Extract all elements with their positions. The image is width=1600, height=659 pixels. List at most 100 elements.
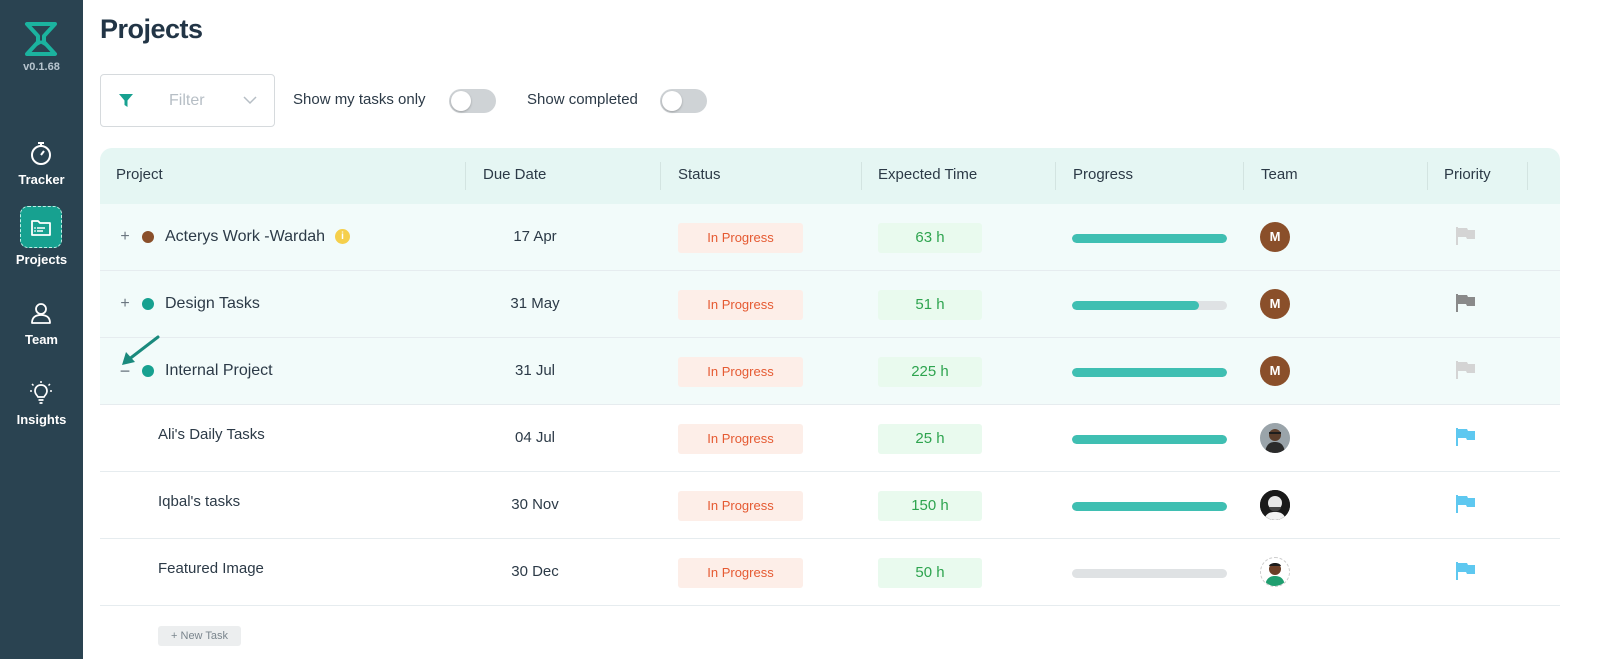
column-header-priority[interactable]: Priority: [1444, 166, 1491, 183]
stopwatch-icon: [20, 132, 62, 174]
filter-dropdown[interactable]: Filter: [100, 74, 275, 127]
toggle-knob: [451, 91, 471, 111]
task-name[interactable]: Iqbal's tasks: [158, 493, 241, 510]
priority-flag-icon[interactable]: [1455, 226, 1477, 246]
app-logo: [25, 22, 57, 56]
progress-bar-fill: [1072, 234, 1227, 243]
due-date[interactable]: 04 Jul: [514, 429, 556, 446]
nav-item-team[interactable]: Team: [0, 292, 83, 362]
nav-label-insights: Insights: [16, 412, 67, 427]
column-header-team[interactable]: Team: [1261, 166, 1298, 183]
toggle-knob: [662, 91, 682, 111]
nav-label-team: Team: [25, 332, 58, 347]
priority-flag-icon[interactable]: [1455, 427, 1477, 447]
user-photo-icon: [1265, 563, 1285, 586]
collapse-row-button[interactable]: −: [119, 361, 131, 381]
avatar[interactable]: M: [1260, 289, 1290, 319]
status-badge[interactable]: In Progress: [678, 558, 803, 588]
table-row[interactable]: + Acterys Work -Wardah i 17 Apr In Progr…: [100, 204, 1560, 271]
nav-label-projects: Projects: [15, 252, 68, 267]
nav-item-insights[interactable]: Insights: [0, 372, 83, 442]
priority-flag-icon[interactable]: [1455, 561, 1477, 581]
status-badge[interactable]: In Progress: [678, 424, 803, 454]
column-header-due-date[interactable]: Due Date: [483, 166, 547, 183]
due-date[interactable]: 31 May: [510, 295, 560, 312]
table-row[interactable]: Featured Image 30 Dec In Progress 50 h: [100, 539, 1560, 606]
expand-row-button[interactable]: +: [120, 295, 130, 312]
table-row[interactable]: + Design Tasks 31 May In Progress 51 h M: [100, 271, 1560, 338]
expected-time[interactable]: 150 h: [878, 491, 982, 521]
expected-time[interactable]: 50 h: [878, 558, 982, 588]
new-task-button[interactable]: + New Task: [158, 626, 241, 646]
info-icon[interactable]: i: [335, 229, 350, 244]
column-divider: [1527, 162, 1528, 190]
nav-item-tracker[interactable]: Tracker: [0, 132, 83, 202]
column-divider: [1427, 162, 1428, 190]
priority-flag-icon[interactable]: [1455, 494, 1477, 514]
progress-bar-fill: [1072, 368, 1227, 377]
show-my-tasks-toggle[interactable]: [449, 89, 496, 113]
project-name[interactable]: Acterys Work -Wardah: [165, 228, 326, 245]
progress-bar: [1072, 569, 1227, 578]
column-divider: [660, 162, 661, 190]
progress-bar-fill: [1072, 301, 1200, 310]
task-name[interactable]: Featured Image: [158, 560, 264, 577]
progress-bar: [1072, 234, 1227, 243]
priority-flag-icon[interactable]: [1455, 293, 1477, 313]
due-date[interactable]: 17 Apr: [513, 228, 557, 245]
progress-bar-fill: [1072, 435, 1227, 444]
expected-time[interactable]: 63 h: [878, 223, 982, 253]
project-name[interactable]: Design Tasks: [165, 295, 260, 312]
column-header-status[interactable]: Status: [678, 166, 721, 183]
lightbulb-icon: [20, 372, 62, 414]
column-divider: [465, 162, 466, 190]
progress-bar: [1072, 368, 1227, 377]
user-photo-icon: [1260, 423, 1290, 453]
column-divider: [861, 162, 862, 190]
avatar[interactable]: [1260, 423, 1290, 453]
project-color-dot: [142, 365, 154, 377]
avatar[interactable]: M: [1260, 222, 1290, 252]
show-my-tasks-label: Show my tasks only: [293, 91, 426, 108]
status-badge[interactable]: In Progress: [678, 223, 803, 253]
expected-time[interactable]: 25 h: [878, 424, 982, 454]
filter-funnel-icon: [119, 94, 133, 107]
status-badge[interactable]: In Progress: [678, 491, 803, 521]
nav-item-projects[interactable]: Projects: [0, 206, 83, 276]
column-header-progress[interactable]: Progress: [1073, 166, 1134, 183]
status-badge[interactable]: In Progress: [678, 290, 803, 320]
progress-bar-fill: [1072, 502, 1227, 511]
progress-bar: [1072, 301, 1227, 310]
progress-bar: [1072, 435, 1227, 444]
table-row[interactable]: Iqbal's tasks 30 Nov In Progress 150 h: [100, 472, 1560, 539]
show-completed-toggle[interactable]: [660, 89, 707, 113]
avatar[interactable]: M: [1260, 356, 1290, 386]
expected-time[interactable]: 225 h: [878, 357, 982, 387]
due-date[interactable]: 31 Jul: [514, 362, 556, 379]
due-date[interactable]: 30 Dec: [511, 563, 559, 580]
column-header-project[interactable]: Project: [116, 166, 163, 183]
table-row[interactable]: − Internal Project 31 Jul In Progress 22…: [100, 338, 1560, 405]
table-header: Project Due Date Status Expected Time Pr…: [100, 148, 1560, 204]
avatar[interactable]: [1260, 490, 1290, 520]
task-name[interactable]: Ali's Daily Tasks: [158, 426, 265, 443]
user-photo-icon: [1260, 490, 1290, 520]
chevron-down-icon: [243, 96, 257, 105]
due-date[interactable]: 30 Nov: [511, 496, 559, 513]
avatar[interactable]: [1260, 557, 1290, 587]
project-name[interactable]: Internal Project: [165, 362, 273, 379]
page-title: Projects: [100, 14, 203, 44]
user-icon: [20, 292, 62, 334]
table-row[interactable]: Ali's Daily Tasks 04 Jul In Progress 25 …: [100, 405, 1560, 472]
priority-flag-icon[interactable]: [1455, 360, 1477, 380]
sidebar: v0.1.68 Tracker Projects Team Insights: [0, 0, 83, 659]
column-header-expected-time[interactable]: Expected Time: [878, 166, 978, 183]
app-version: v0.1.68: [23, 61, 60, 73]
expected-time[interactable]: 51 h: [878, 290, 982, 320]
nav-label-tracker: Tracker: [18, 172, 65, 187]
status-badge[interactable]: In Progress: [678, 357, 803, 387]
show-completed-label: Show completed: [527, 91, 638, 108]
expand-row-button[interactable]: +: [120, 228, 130, 245]
column-divider: [1243, 162, 1244, 190]
column-divider: [1055, 162, 1056, 190]
